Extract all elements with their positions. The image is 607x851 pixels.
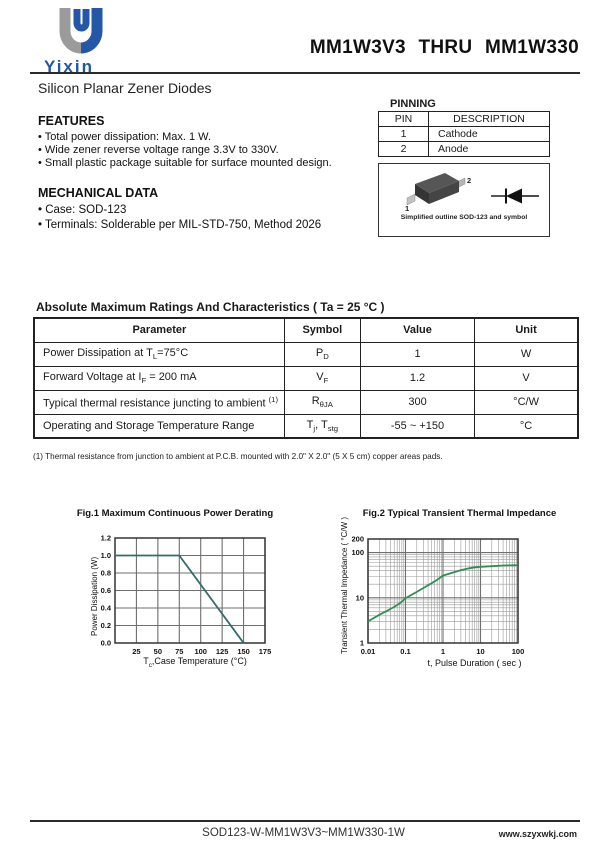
features-section: FEATURES Total power dissipation: Max. 1… [38, 114, 332, 170]
symbol-cell: Tj, Tstg [283, 413, 361, 439]
value-cell: -55 ~ +150 [359, 413, 476, 439]
features-heading: FEATURES [38, 114, 105, 128]
svg-text:1: 1 [441, 647, 445, 656]
parameter-cell: Forward Voltage at IF = 200 mA [33, 365, 285, 391]
svg-text:0.0: 0.0 [101, 639, 111, 648]
svg-text:100: 100 [512, 647, 525, 656]
mechanical-data-section: MECHANICAL DATA Case: SOD-123 Terminals:… [38, 186, 321, 233]
svg-text:10: 10 [356, 593, 364, 602]
fig2-title: Fig.2 Typical Transient Thermal Impedanc… [362, 508, 557, 519]
package-pin1-label: 1 [405, 204, 410, 213]
symbol-cell: PD [283, 341, 361, 367]
parameter-col-header: Parameter [33, 317, 285, 343]
value-cell: 1.2 [359, 365, 476, 391]
svg-text:100: 100 [352, 548, 364, 557]
svg-text:50: 50 [154, 647, 162, 656]
sod123-package-icon [406, 173, 466, 206]
footer-document-code: SOD123-W-MM1W3V3~MM1W330-1W [202, 827, 405, 839]
symbol-cell: RθJA [283, 389, 361, 415]
logo-text: Yixin [44, 57, 94, 76]
svg-text:25: 25 [132, 647, 140, 656]
svg-text:0.2: 0.2 [101, 621, 111, 630]
parameter-cell: Typical thermal resistance juncting to a… [33, 389, 285, 415]
pin-number: 1 [378, 126, 429, 142]
pinning-table: PIN DESCRIPTION 1 Cathode 2 Anode [378, 111, 550, 157]
ratings-title: Absolute Maximum Ratings And Characteris… [36, 300, 385, 314]
svg-text:175: 175 [259, 647, 272, 656]
symbol-col-header: Symbol [283, 317, 361, 343]
mechanical-item: Case: SOD-123 [38, 203, 321, 218]
unit-cell: V [474, 365, 579, 391]
fig2-chart-svg: 0.01 0.1 1 10 100 1 10 100 200 [352, 535, 525, 657]
table-row: 1 Cathode [378, 126, 550, 142]
svg-text:0.8: 0.8 [101, 569, 111, 578]
description-col-header: DESCRIPTION [428, 111, 550, 127]
fig1-x-axis-label: Tc,Case Temperature (°C) [143, 656, 247, 669]
subtitle: Silicon Planar Zener Diodes [38, 80, 212, 96]
table-row: Operating and Storage Temperature Range … [33, 413, 579, 439]
unit-cell: W [474, 341, 579, 367]
feature-item: Small plastic package suitable for surfa… [38, 157, 332, 170]
header-divider [30, 72, 580, 74]
parameter-cell: Power Dissipation at TL=75°C [33, 341, 285, 367]
pinning-header-row: PIN DESCRIPTION [378, 111, 550, 127]
pinning-heading: PINNING [390, 98, 436, 110]
parameter-cell: Operating and Storage Temperature Range [33, 413, 285, 439]
fig2-x-axis-label: t, Pulse Duration ( sec ) [427, 658, 522, 668]
unit-col-header: Unit [474, 317, 579, 343]
svg-text:0.6: 0.6 [101, 586, 111, 595]
pin-description: Anode [428, 141, 550, 157]
mechanical-data-list: Case: SOD-123 Terminals: Solderable per … [38, 203, 321, 233]
svg-text:1.0: 1.0 [101, 551, 111, 560]
mechanical-item: Terminals: Solderable per MIL-STD-750, M… [38, 218, 321, 233]
svg-text:150: 150 [237, 647, 250, 656]
package-pin2-label: 2 [467, 176, 472, 185]
unit-cell: °C/W [474, 389, 579, 415]
value-cell: 1 [359, 341, 476, 367]
footnote: (1) Thermal resistance from junction to … [33, 452, 443, 461]
svg-text:200: 200 [352, 535, 364, 544]
value-col-header: Value [359, 317, 476, 343]
fig2-y-axis-label: Transient Thermal Impedance ( °C/W ) [340, 516, 349, 654]
footer-divider [30, 820, 580, 822]
zener-diode-symbol-icon [491, 188, 539, 204]
svg-text:0.01: 0.01 [361, 647, 376, 656]
features-list: Total power dissipation: Max. 1 W. Wide … [38, 131, 332, 170]
svg-text:75: 75 [175, 647, 183, 656]
svg-text:10: 10 [476, 647, 484, 656]
svg-text:1: 1 [360, 639, 364, 648]
svg-text:0.1: 0.1 [400, 647, 410, 656]
table-row: Typical thermal resistance juncting to a… [33, 389, 579, 415]
value-cell: 300 [359, 389, 476, 415]
svg-text:1.2: 1.2 [101, 534, 111, 543]
page-title: MM1W3V3 THRU MM1W330 [309, 37, 579, 58]
feature-item: Wide zener reverse voltage range 3.3V to… [38, 144, 332, 157]
fig1-chart-svg: 25 50 75 100 125 150 175 0.0 0.2 0.4 0.6 0.8 1.0 1.2 [101, 534, 272, 657]
package-outline-box: 1 2 Simplified outline SOD-123 and symbo… [378, 163, 550, 237]
ratings-header-row: Parameter Symbol Value Unit [33, 317, 579, 343]
feature-item: Total power dissipation: Max. 1 W. [38, 131, 332, 144]
table-row: Power Dissipation at TL=75°C PD 1 W [33, 341, 579, 367]
svg-text:100: 100 [194, 647, 207, 656]
svg-text:125: 125 [216, 647, 229, 656]
unit-cell: °C [474, 413, 579, 439]
outline-caption: Simplified outline SOD-123 and symbol [400, 214, 528, 221]
pin-description: Cathode [428, 126, 550, 142]
pin-col-header: PIN [378, 111, 429, 127]
footer-website: www.szyxwkj.com [498, 829, 577, 839]
table-row: 2 Anode [378, 141, 550, 157]
pin-number: 2 [378, 141, 429, 157]
fig2-thermal-impedance: Fig.2 Typical Transient Thermal Impedanc… [322, 508, 597, 668]
fig1-y-axis-label: Power Dissipation (W) [90, 556, 99, 636]
mechanical-data-heading: MECHANICAL DATA [38, 186, 159, 200]
table-row: Forward Voltage at IF = 200 mA VF 1.2 V [33, 365, 579, 391]
company-logo: Yixin [36, 6, 126, 77]
svg-text:0.4: 0.4 [101, 604, 112, 613]
logo-u-icon [59, 8, 103, 54]
fig1-power-derating: Fig.1 Maximum Continuous Power Derating … [40, 508, 310, 669]
symbol-cell: VF [283, 365, 361, 391]
ratings-table: Parameter Symbol Value Unit Power Dissip… [33, 317, 579, 439]
fig1-title: Fig.1 Maximum Continuous Power Derating [76, 508, 274, 519]
